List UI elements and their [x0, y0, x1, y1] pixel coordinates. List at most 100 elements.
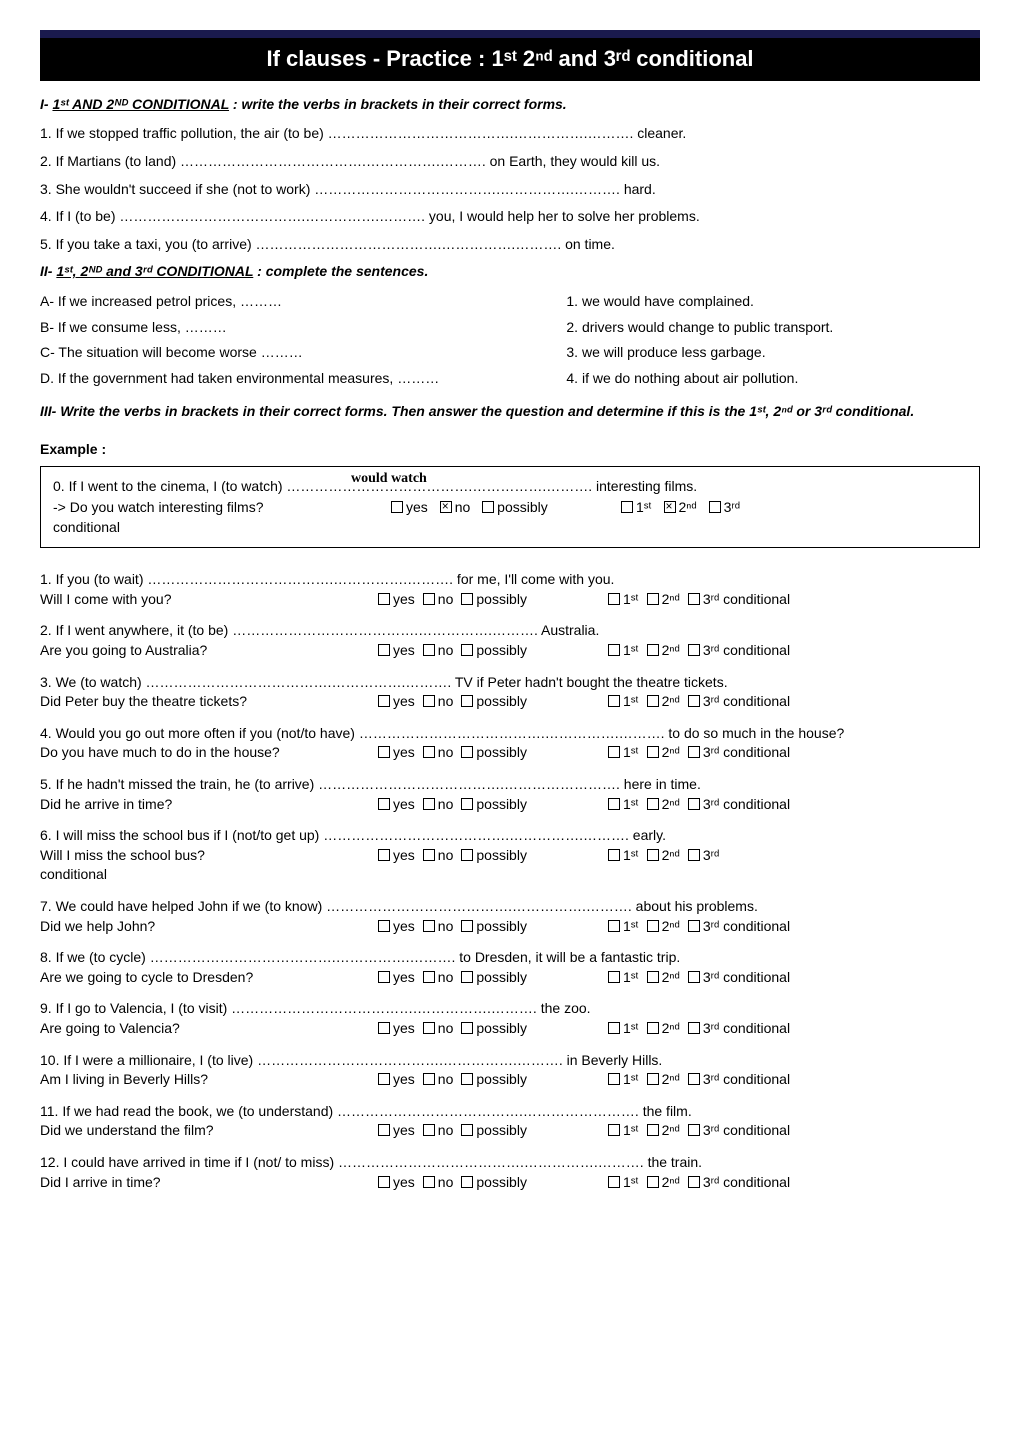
- label-2nd: 2ⁿᵈ: [662, 693, 680, 709]
- label-no: no: [438, 693, 454, 709]
- checkbox-2nd[interactable]: [647, 920, 659, 932]
- cond-group: 1ˢᵗ2ⁿᵈ3ʳᵈ conditional: [600, 1121, 980, 1141]
- checkbox-no[interactable]: [423, 1022, 435, 1034]
- checkbox-no[interactable]: [423, 1176, 435, 1188]
- checkbox-1st[interactable]: [608, 920, 620, 932]
- checkbox-1st[interactable]: [608, 1124, 620, 1136]
- checkbox-yes[interactable]: [391, 501, 403, 513]
- checkbox-1st[interactable]: [608, 644, 620, 656]
- checkbox-3rd[interactable]: [688, 644, 700, 656]
- question-line1: 1. If you (to wait) ………………………………….…………….…: [40, 570, 980, 590]
- checkbox-3rd[interactable]: [688, 1073, 700, 1085]
- checkbox-2nd[interactable]: [647, 593, 659, 605]
- checkbox-no[interactable]: [423, 971, 435, 983]
- label-1st: 1ˢᵗ: [623, 1071, 639, 1087]
- checkbox-2nd[interactable]: [647, 798, 659, 810]
- label-1st: 1ˢᵗ: [623, 693, 639, 709]
- checkbox-yes[interactable]: [378, 1073, 390, 1085]
- label-yes: yes: [393, 1122, 415, 1138]
- checkbox-2nd[interactable]: [647, 695, 659, 707]
- checkbox-no[interactable]: [423, 695, 435, 707]
- checkbox-possibly[interactable]: [461, 746, 473, 758]
- checkbox-no[interactable]: [423, 920, 435, 932]
- checkbox-no[interactable]: [423, 1073, 435, 1085]
- label-possibly: possibly: [476, 1071, 527, 1087]
- checkbox-yes[interactable]: [378, 849, 390, 861]
- checkbox-1st[interactable]: [608, 695, 620, 707]
- cond-group: 1ˢᵗ2ⁿᵈ3ʳᵈ conditional: [600, 743, 980, 763]
- checkbox-1st[interactable]: [608, 849, 620, 861]
- checkbox-yes[interactable]: [378, 798, 390, 810]
- checkbox-3rd[interactable]: [688, 971, 700, 983]
- checkbox-possibly[interactable]: [461, 695, 473, 707]
- yesno-group: yesnopossibly: [370, 968, 600, 988]
- cond-group: 1ˢᵗ2ⁿᵈ3ʳᵈ conditional: [600, 590, 980, 610]
- checkbox-3rd[interactable]: [688, 695, 700, 707]
- question-block: 3. We (to watch) ………………………………….…………….…………: [40, 673, 980, 712]
- checkbox-3rd[interactable]: [688, 849, 700, 861]
- question-prompt: Will I miss the school bus?: [40, 846, 370, 866]
- checkbox-1st[interactable]: [608, 1022, 620, 1034]
- checkbox-1st[interactable]: [608, 593, 620, 605]
- checkbox-possibly[interactable]: [461, 1176, 473, 1188]
- checkbox-possibly[interactable]: [461, 644, 473, 656]
- cond-word-line: conditional: [40, 865, 980, 885]
- checkbox-possibly[interactable]: [461, 1073, 473, 1085]
- checkbox-possibly[interactable]: [461, 849, 473, 861]
- checkbox-no[interactable]: [423, 746, 435, 758]
- checkbox-2nd[interactable]: [647, 1176, 659, 1188]
- checkbox-possibly[interactable]: [461, 1022, 473, 1034]
- match-left: D. If the government had taken environme…: [40, 369, 566, 389]
- checkbox-1st[interactable]: [608, 971, 620, 983]
- checkbox-yes[interactable]: [378, 746, 390, 758]
- label-yes: yes: [393, 918, 415, 934]
- checkbox-2nd[interactable]: [647, 746, 659, 758]
- checkbox-2nd[interactable]: [647, 1124, 659, 1136]
- checkbox-no[interactable]: [423, 849, 435, 861]
- label-1st: 1ˢᵗ: [636, 499, 652, 515]
- checkbox-no[interactable]: [423, 1124, 435, 1136]
- checkbox-2nd[interactable]: [647, 1073, 659, 1085]
- checkbox-possibly[interactable]: [461, 920, 473, 932]
- checkbox-yes[interactable]: [378, 1124, 390, 1136]
- checkbox-2nd[interactable]: [647, 1022, 659, 1034]
- example-box: would watch 0. If I went to the cinema, …: [40, 466, 980, 549]
- sec1-item: 3. She wouldn't succeed if she (not to w…: [40, 180, 980, 200]
- checkbox-no[interactable]: [423, 798, 435, 810]
- checkbox-no[interactable]: [423, 644, 435, 656]
- checkbox-2nd[interactable]: [647, 849, 659, 861]
- checkbox-yes[interactable]: [378, 1176, 390, 1188]
- checkbox-2nd[interactable]: [664, 501, 676, 513]
- checkbox-3rd[interactable]: [688, 798, 700, 810]
- checkbox-no[interactable]: [440, 501, 452, 513]
- question-line1: 9. If I go to Valencia, I (to visit) …………: [40, 999, 980, 1019]
- checkbox-possibly[interactable]: [461, 1124, 473, 1136]
- checkbox-yes[interactable]: [378, 920, 390, 932]
- checkbox-1st[interactable]: [608, 1073, 620, 1085]
- checkbox-3rd[interactable]: [709, 501, 721, 513]
- checkbox-1st[interactable]: [608, 798, 620, 810]
- checkbox-possibly[interactable]: [461, 971, 473, 983]
- checkbox-2nd[interactable]: [647, 644, 659, 656]
- checkbox-1st[interactable]: [608, 1176, 620, 1188]
- checkbox-3rd[interactable]: [688, 746, 700, 758]
- checkbox-3rd[interactable]: [688, 593, 700, 605]
- checkbox-no[interactable]: [423, 593, 435, 605]
- checkbox-1st[interactable]: [608, 746, 620, 758]
- checkbox-3rd[interactable]: [688, 1176, 700, 1188]
- checkbox-1st[interactable]: [621, 501, 633, 513]
- label-1st: 1ˢᵗ: [623, 1174, 639, 1190]
- checkbox-2nd[interactable]: [647, 971, 659, 983]
- checkbox-yes[interactable]: [378, 1022, 390, 1034]
- checkbox-3rd[interactable]: [688, 1124, 700, 1136]
- question-line1: 5. If he hadn't missed the train, he (to…: [40, 775, 980, 795]
- checkbox-possibly[interactable]: [461, 593, 473, 605]
- checkbox-possibly[interactable]: [482, 501, 494, 513]
- checkbox-yes[interactable]: [378, 695, 390, 707]
- checkbox-yes[interactable]: [378, 644, 390, 656]
- checkbox-possibly[interactable]: [461, 798, 473, 810]
- checkbox-3rd[interactable]: [688, 920, 700, 932]
- checkbox-yes[interactable]: [378, 971, 390, 983]
- checkbox-yes[interactable]: [378, 593, 390, 605]
- checkbox-3rd[interactable]: [688, 1022, 700, 1034]
